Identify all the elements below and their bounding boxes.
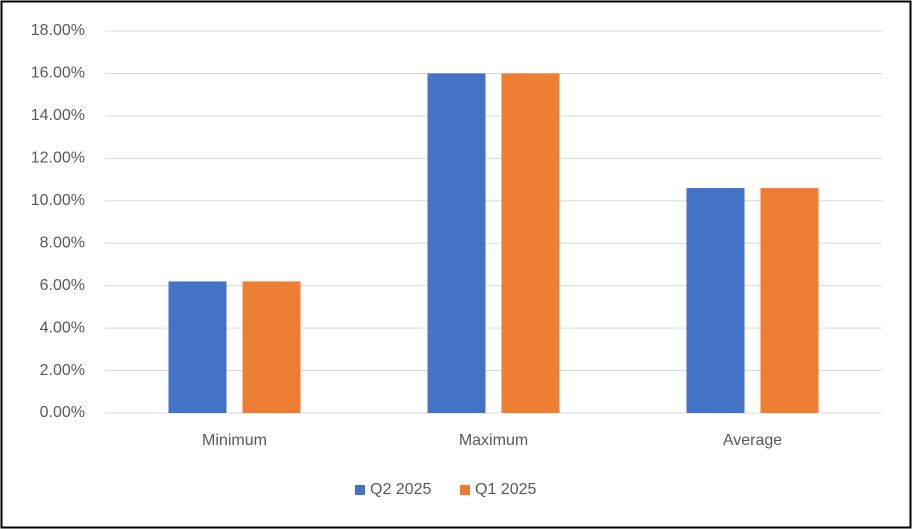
legend-swatch bbox=[355, 485, 365, 495]
y-tick-label: 8.00% bbox=[40, 234, 85, 251]
y-tick-label: 10.00% bbox=[31, 192, 85, 209]
bar bbox=[427, 73, 486, 413]
bar bbox=[760, 188, 819, 413]
y-tick-label: 16.00% bbox=[31, 65, 85, 82]
y-tick-label: 2.00% bbox=[40, 362, 85, 379]
legend-label: Q1 2025 bbox=[475, 481, 536, 498]
y-tick-label: 14.00% bbox=[31, 107, 85, 124]
x-tick-label: Maximum bbox=[459, 432, 528, 449]
y-tick-label: 6.00% bbox=[40, 277, 85, 294]
bar bbox=[501, 73, 560, 413]
legend-swatch bbox=[460, 485, 470, 495]
bar bbox=[686, 188, 745, 413]
x-tick-label: Minimum bbox=[202, 432, 267, 449]
y-tick-label: 18.00% bbox=[31, 22, 85, 39]
legend-label: Q2 2025 bbox=[370, 481, 431, 498]
y-tick-label: 12.00% bbox=[31, 150, 85, 167]
x-tick-label: Average bbox=[723, 432, 782, 449]
y-tick-label: 0.00% bbox=[40, 404, 85, 421]
y-tick-label: 4.00% bbox=[40, 319, 85, 336]
bar bbox=[168, 281, 227, 413]
bar bbox=[242, 281, 301, 413]
